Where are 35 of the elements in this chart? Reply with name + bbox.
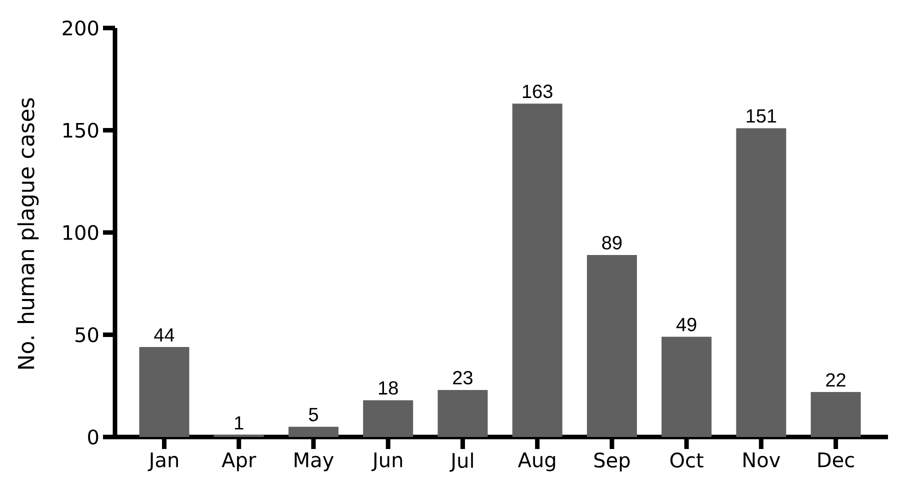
- bar: [586, 254, 637, 437]
- y-tick-label: 200: [62, 20, 98, 36]
- x-tick-label: Oct: [670, 452, 704, 468]
- data-label: 151: [746, 109, 776, 123]
- bar: [810, 392, 861, 437]
- bar: [662, 336, 712, 437]
- data-label: 89: [602, 236, 622, 250]
- bar: [736, 128, 786, 437]
- x-tick-label: Jan: [148, 452, 178, 472]
- y-axis-title: No. human plague cases: [17, 98, 39, 369]
- x-tick-label: May: [294, 452, 334, 472]
- bar: [139, 347, 190, 437]
- data-label: 22: [826, 373, 846, 386]
- bar: [438, 390, 488, 437]
- x-tick-label: Nov: [744, 452, 780, 468]
- x-tick-label: Dec: [818, 452, 854, 468]
- y-tick-label: 150: [63, 122, 98, 138]
- data-label: 44: [154, 328, 174, 342]
- data-label: 163: [522, 84, 552, 98]
- bar: [288, 426, 338, 437]
- y-tick-label: 50: [76, 327, 98, 342]
- bar: [363, 400, 414, 437]
- bar: [512, 104, 562, 437]
- x-tick-label: Jun: [371, 452, 402, 472]
- data-label: 18: [378, 381, 398, 395]
- data-label: 49: [676, 318, 696, 332]
- y-tick-label: 100: [63, 224, 98, 240]
- x-tick-label: Apr: [222, 452, 256, 472]
- y-tick-label: 0: [88, 429, 98, 445]
- data-label: 1: [235, 416, 244, 430]
- data-label: 23: [453, 370, 472, 384]
- x-tick-label: Sep: [594, 452, 630, 472]
- x-tick-label: Aug: [518, 452, 556, 472]
- x-tick-label: Jul: [450, 452, 473, 472]
- data-label: 5: [308, 408, 318, 422]
